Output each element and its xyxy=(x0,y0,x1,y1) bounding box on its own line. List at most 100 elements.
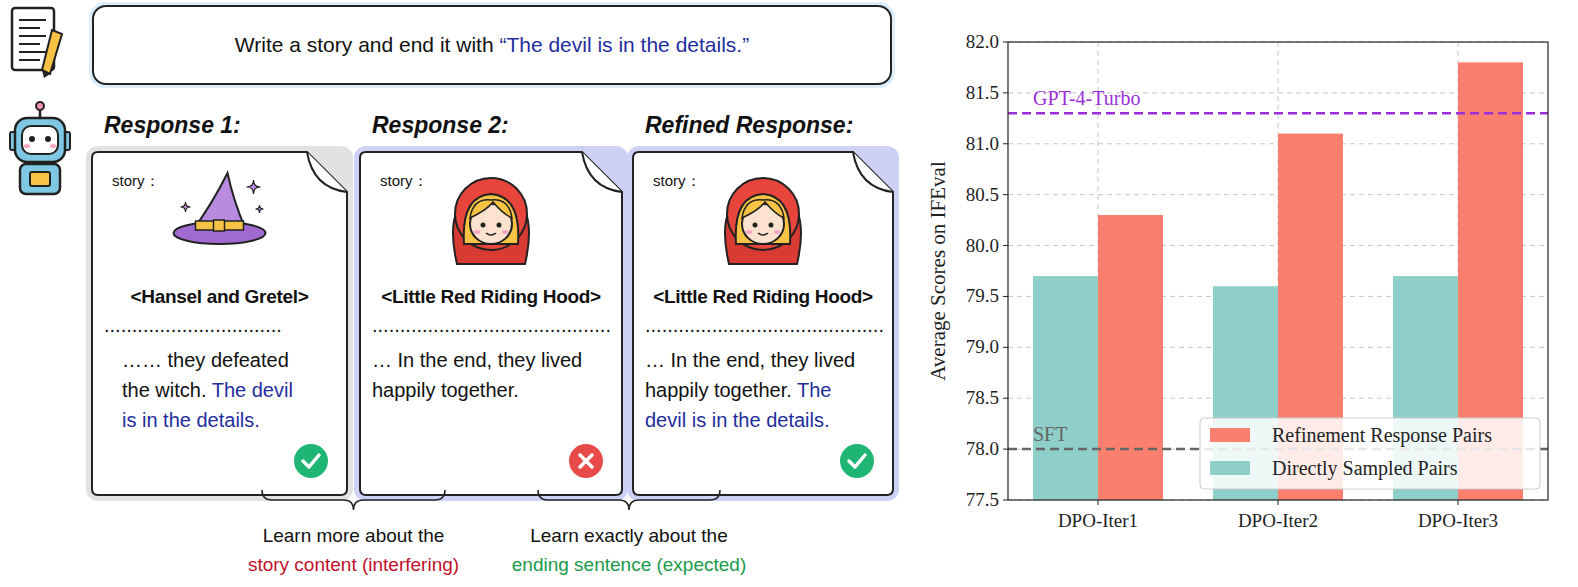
doc-line xyxy=(19,59,40,61)
cheek xyxy=(50,144,56,148)
eye xyxy=(497,223,502,228)
reference-line xyxy=(1008,112,1548,115)
reference-label: GPT-4-Turbo xyxy=(1033,87,1140,109)
story-icon xyxy=(725,178,801,264)
brace xyxy=(262,490,445,510)
x-tick xyxy=(1278,500,1279,505)
check xyxy=(303,455,319,467)
cheek xyxy=(774,230,780,234)
doc-line xyxy=(19,51,46,53)
smile xyxy=(486,233,496,235)
doc-line xyxy=(19,27,40,29)
bangs xyxy=(742,200,784,218)
brace-label: Learn more about the xyxy=(194,525,514,547)
antenna-ball xyxy=(36,102,44,110)
prompt-text: Write a story and end it with “The devil… xyxy=(93,6,891,84)
document-icon xyxy=(12,8,62,78)
x-tick-label: DPO-Iter3 xyxy=(1418,510,1498,531)
brace-label: Learn exactly about the xyxy=(469,525,789,547)
brace-label: story content (interfering) xyxy=(194,554,514,576)
bar xyxy=(1033,276,1098,500)
bars xyxy=(1033,62,1523,500)
story-dots: ................................ xyxy=(104,314,339,337)
pencil xyxy=(42,30,62,74)
hat-buckle xyxy=(214,220,225,231)
story-title: <Little Red Riding Hood> xyxy=(360,286,622,308)
story-label: story： xyxy=(112,172,160,191)
brace xyxy=(538,490,720,510)
response-card xyxy=(627,146,899,501)
y-tick-label: 79.5 xyxy=(966,285,999,306)
reference-lines xyxy=(1008,113,1548,449)
body xyxy=(20,164,60,194)
bangs xyxy=(470,200,512,218)
chest xyxy=(30,172,50,186)
y-tick xyxy=(1003,245,1008,246)
cross xyxy=(580,455,592,467)
hat-band xyxy=(196,221,244,230)
sparkle xyxy=(247,180,261,194)
plot-frame xyxy=(1008,42,1548,500)
card-glow xyxy=(354,146,628,501)
figure: GPT-4-TurboSFT77.578.078.579.079.580.080… xyxy=(0,0,1578,587)
response-label: Response 1: xyxy=(104,112,241,139)
y-tick-label: 78.0 xyxy=(966,438,999,459)
doc-line xyxy=(19,43,40,45)
x-tick-label: DPO-Iter2 xyxy=(1238,510,1318,531)
card-fold xyxy=(307,152,347,192)
response-card xyxy=(86,146,353,501)
y-tick-label: 77.5 xyxy=(966,489,999,510)
story-dots: ........................................… xyxy=(372,314,614,337)
y-axis-label: Average Scores on IFEval xyxy=(926,161,950,381)
badge-circle xyxy=(840,444,874,478)
hood xyxy=(455,178,527,250)
chart: GPT-4-TurboSFT77.578.078.579.079.580.080… xyxy=(926,31,1548,587)
eye xyxy=(481,223,486,228)
cross xyxy=(580,455,592,467)
y-tick xyxy=(1003,42,1008,43)
response-card xyxy=(354,146,628,501)
hood xyxy=(727,178,799,250)
prompt-instruction: Write a story and end it with xyxy=(235,33,500,56)
pencil-tip xyxy=(42,70,50,78)
cheek xyxy=(24,144,30,148)
y-tick xyxy=(1003,398,1008,399)
legend-label: Refinement Response Pairs xyxy=(1272,424,1492,447)
cheek xyxy=(746,230,752,234)
y-tick xyxy=(1003,194,1008,195)
story-text: … In the end, they lived happily togethe… xyxy=(645,345,870,435)
card-fold xyxy=(853,152,893,192)
doc-line xyxy=(19,35,46,37)
badge-circle xyxy=(569,444,603,478)
legend: Refinement Response PairsDirectly Sample… xyxy=(1200,418,1540,489)
card-fold xyxy=(582,152,622,192)
story-title: <Little Red Riding Hood> xyxy=(633,286,893,308)
face xyxy=(22,126,58,154)
story-icon xyxy=(174,173,266,244)
cheek xyxy=(502,230,508,234)
legend-box xyxy=(1200,418,1540,489)
story-icon xyxy=(453,178,529,264)
check-badge xyxy=(294,444,328,478)
prompt-glow xyxy=(89,2,895,88)
sparkle xyxy=(181,202,191,212)
card xyxy=(92,152,347,495)
hair xyxy=(736,194,791,244)
y-tick xyxy=(1003,500,1008,501)
doc-line xyxy=(19,19,46,21)
hair xyxy=(464,194,519,244)
y-tick-label: 81.5 xyxy=(966,82,999,103)
card-glow xyxy=(86,146,353,501)
story-label: story： xyxy=(380,172,428,191)
y-tick-label: 80.0 xyxy=(966,235,999,256)
y-tick-label: 78.5 xyxy=(966,387,999,408)
card xyxy=(360,152,622,495)
cross-badge xyxy=(569,444,603,478)
card xyxy=(633,152,893,495)
eye xyxy=(753,223,758,228)
eye xyxy=(29,136,35,142)
y-tick-label: 81.0 xyxy=(966,133,999,154)
badge-circle xyxy=(294,444,328,478)
y-tick xyxy=(1003,449,1008,450)
cheek xyxy=(474,230,480,234)
